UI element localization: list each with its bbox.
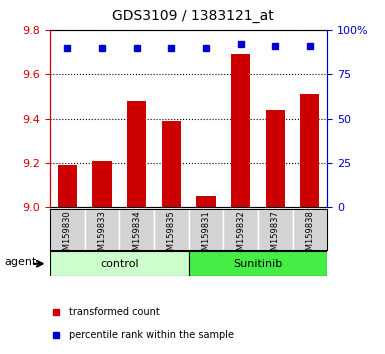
Bar	[50, 251, 189, 276]
Bar	[154, 209, 189, 250]
Bar	[189, 209, 223, 250]
Bar	[189, 251, 327, 276]
Bar	[50, 209, 85, 250]
Bar	[127, 101, 146, 354]
Bar	[92, 161, 112, 354]
Bar	[300, 94, 320, 354]
Text: percentile rank within the sample: percentile rank within the sample	[69, 330, 234, 341]
Bar	[196, 196, 216, 354]
Bar	[223, 209, 258, 250]
Bar	[258, 209, 293, 250]
Text: transformed count: transformed count	[69, 307, 160, 318]
Text: GDS3109 / 1383121_at: GDS3109 / 1383121_at	[112, 9, 273, 23]
Text: GSM159837: GSM159837	[271, 210, 280, 261]
Text: control: control	[100, 259, 139, 269]
Text: GSM159830: GSM159830	[63, 210, 72, 261]
Text: GSM159832: GSM159832	[236, 210, 245, 261]
Bar	[119, 209, 154, 250]
Text: GSM159834: GSM159834	[132, 210, 141, 261]
Bar	[58, 165, 77, 354]
Text: Sunitinib: Sunitinib	[233, 259, 283, 269]
Text: GSM159838: GSM159838	[305, 210, 315, 261]
Text: GSM159833: GSM159833	[97, 210, 107, 261]
Bar	[266, 110, 285, 354]
Text: GSM159831: GSM159831	[201, 210, 211, 261]
Text: agent: agent	[4, 257, 36, 268]
Bar	[162, 121, 181, 354]
Bar	[231, 55, 250, 354]
Bar	[293, 209, 327, 250]
Text: GSM159835: GSM159835	[167, 210, 176, 261]
Bar	[85, 209, 119, 250]
